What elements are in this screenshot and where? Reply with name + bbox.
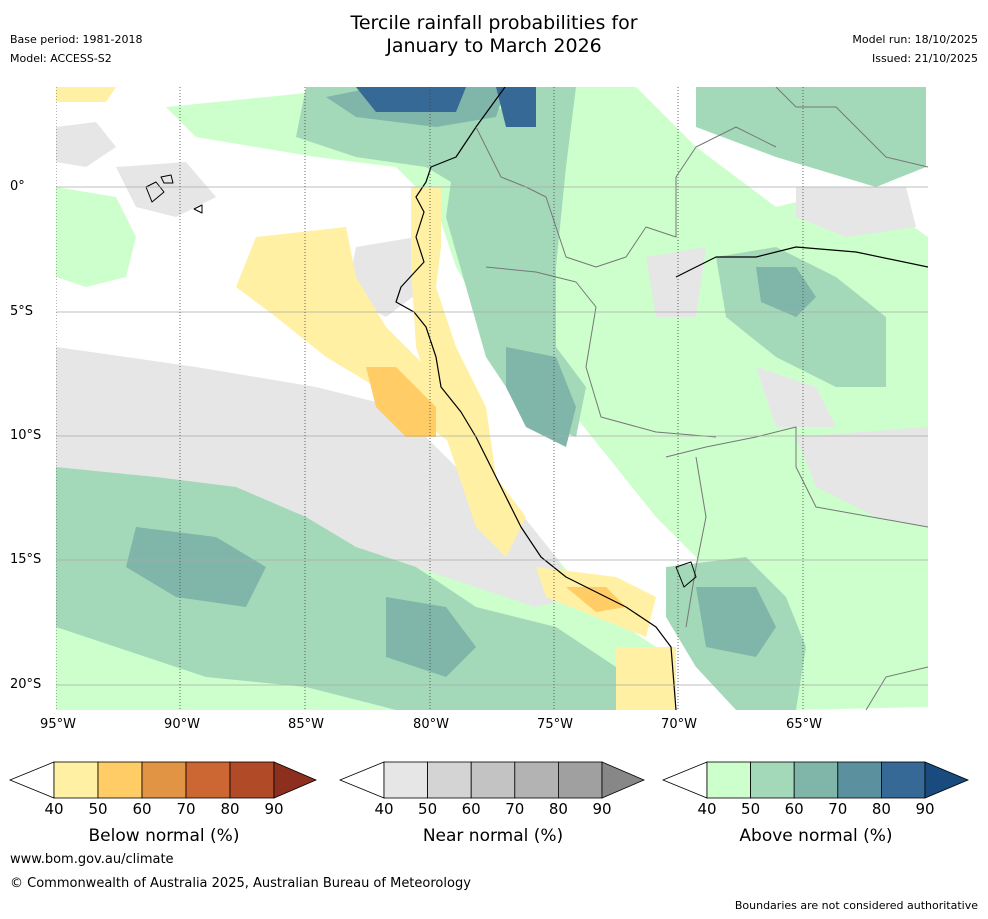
model-run: Model run: 18/10/2025 [852, 33, 978, 46]
above-tick: 40 [697, 800, 717, 818]
below-tick: 50 [88, 800, 108, 818]
colorbar-extend-low [661, 761, 708, 799]
colorbar-extend-low [338, 761, 385, 799]
boundaries-disclaimer: Boundaries are not considered authoritat… [734, 899, 978, 912]
above-tick: 50 [741, 800, 761, 818]
colorbar-swatch [558, 761, 603, 799]
lon-label-65w: 65°W [786, 717, 822, 732]
title-line-1: Tercile rainfall probabilities for [350, 12, 638, 34]
near-tick: 70 [505, 800, 525, 818]
colorbar-near-normal [338, 761, 646, 799]
colorbar-extend-high [273, 761, 318, 799]
colorbars [8, 761, 970, 799]
colorbar-extend-high [924, 761, 970, 799]
near-tick: 80 [548, 800, 568, 818]
colorbar-swatch [706, 761, 751, 799]
base-period: Base period: 1981-2018 [10, 33, 143, 46]
meta-right: Model run: 18/10/2025 Issued: 21/10/2025 [852, 30, 978, 68]
colorbar-extend-high [601, 761, 646, 799]
colorbar-above-normal [661, 761, 970, 799]
above-normal-regions [56, 87, 928, 710]
colorbar-below-normal [8, 761, 318, 799]
lat-label-0: 0° [10, 179, 25, 194]
lat-label-15s: 15°S [10, 552, 42, 567]
title-line-2: January to March 2026 [386, 35, 602, 57]
below-tick: 80 [220, 800, 240, 818]
colorbar-swatch [793, 761, 839, 799]
above-tick: 80 [871, 800, 891, 818]
near-tick: 60 [461, 800, 481, 818]
graticule [56, 87, 928, 710]
colorbar-swatch [229, 761, 275, 799]
lat-label-5s: 5°S [10, 304, 34, 319]
above-tick: 60 [784, 800, 804, 818]
colorbar-swatch [514, 761, 559, 799]
colorbar-swatch [383, 761, 428, 799]
colorbar-swatch [141, 761, 187, 799]
near-normal-title: Near normal (%) [422, 826, 564, 846]
issued-date: Issued: 21/10/2025 [871, 52, 978, 65]
below-normal-regions [56, 87, 676, 710]
below-tick: 40 [44, 800, 64, 818]
below-tick: 90 [264, 800, 284, 818]
near-tick: 50 [418, 800, 438, 818]
colorbar-swatch [97, 761, 143, 799]
colorbar-swatch [837, 761, 882, 799]
below-tick: 60 [132, 800, 152, 818]
lon-label-80w: 80°W [413, 717, 449, 732]
above-tick: 90 [915, 800, 935, 818]
colorbar-swatch [470, 761, 516, 799]
coastline-and-borders [145, 87, 928, 710]
lon-label-75w: 75°W [537, 717, 573, 732]
copyright-notice: © Commonwealth of Australia 2025, Austra… [10, 876, 471, 891]
meta-left: Base period: 1981-2018 Model: ACCESS-S2 [10, 30, 142, 68]
map-title: Tercile rainfall probabilities for Janua… [0, 12, 988, 58]
model-name: Model: ACCESS-S2 [10, 52, 112, 65]
lon-label-90w: 90°W [164, 717, 200, 732]
colorbar-extend-low [8, 761, 55, 799]
near-normal-regions [56, 122, 928, 607]
above-tick: 70 [828, 800, 848, 818]
below-normal-title: Below normal (%) [88, 826, 240, 846]
rainfall-map [56, 87, 928, 710]
lon-label-95w: 95°W [40, 717, 76, 732]
colorbar-swatch [427, 761, 472, 799]
above-normal-title: Above normal (%) [739, 826, 893, 846]
lon-label-70w: 70°W [661, 717, 697, 732]
colorbar-swatch [53, 761, 99, 799]
near-tick: 40 [374, 800, 394, 818]
lat-label-10s: 10°S [10, 428, 42, 443]
near-tick: 90 [592, 800, 612, 818]
lat-label-20s: 20°S [10, 677, 42, 692]
lon-label-85w: 85°W [288, 717, 324, 732]
website-link[interactable]: www.bom.gov.au/climate [10, 852, 174, 867]
colorbar-swatch [750, 761, 795, 799]
colorbar-swatch [185, 761, 231, 799]
colorbar-swatch [881, 761, 926, 799]
below-tick: 70 [176, 800, 196, 818]
